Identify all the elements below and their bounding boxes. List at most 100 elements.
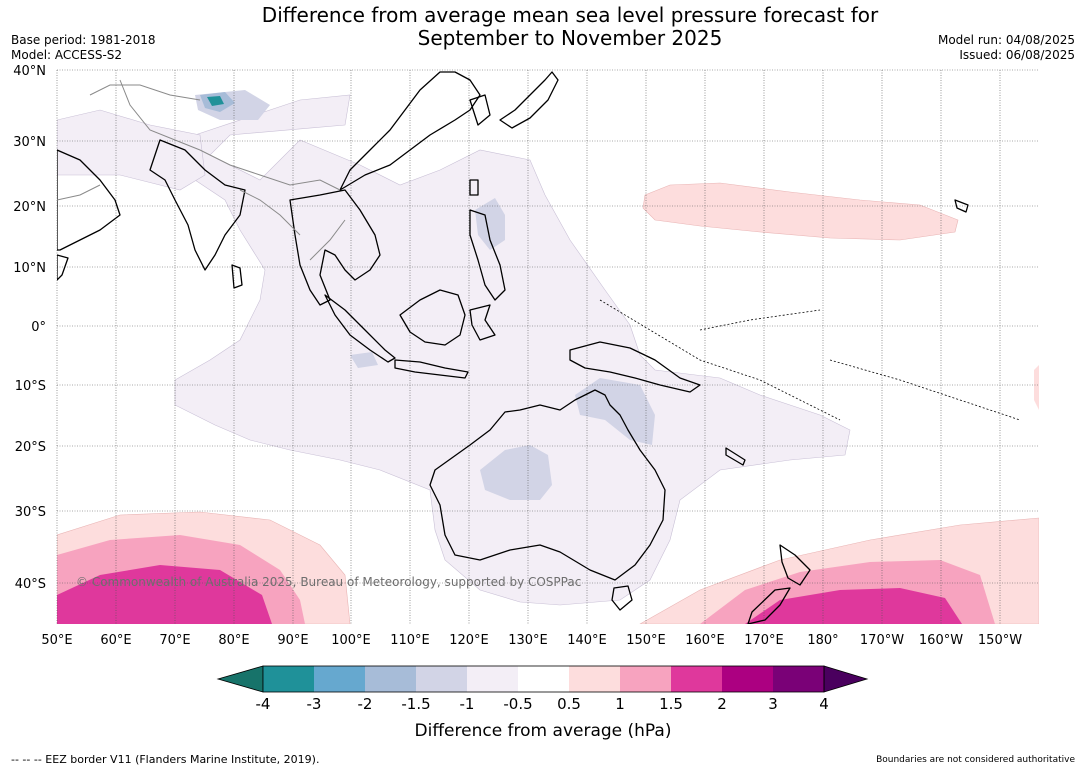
eez-borders	[599, 299, 1021, 421]
colorbar-segment	[620, 666, 671, 692]
colorbar-tick-label: -2	[358, 695, 373, 713]
coast-japan	[499, 71, 559, 129]
lon-label: 110°E	[390, 633, 430, 648]
title-line-1: Difference from average mean sea level p…	[261, 3, 879, 27]
contour-negative-tibet-min	[207, 96, 224, 106]
coast-korea	[469, 94, 491, 126]
lat-label: 10°N	[13, 261, 46, 276]
coast-africa-horn	[57, 254, 69, 281]
coast-sri-lanka	[231, 264, 243, 289]
coast-china	[339, 71, 481, 191]
lat-label: 40°N	[13, 64, 46, 79]
colorbar-segment	[773, 666, 824, 692]
contour-negative-nw	[57, 109, 206, 191]
lon-label: 180°	[807, 633, 838, 648]
issue-info: Model run: 04/08/2025 Issued: 06/08/2025	[938, 33, 1075, 63]
contour-negative-java	[350, 352, 378, 368]
coastlines	[57, 71, 969, 624]
coast-sumatra	[324, 294, 396, 363]
coast-new-zealand-south	[747, 587, 791, 624]
colorbar-tick-label: 0.5	[557, 695, 581, 713]
coast-philippines	[469, 209, 506, 301]
colorbar-segment	[569, 666, 620, 692]
colorbar-extend-low	[216, 665, 264, 693]
coast-new-caledonia	[725, 447, 746, 466]
colorbar-tick-label: -3	[307, 695, 322, 713]
colorbar-segment	[722, 666, 773, 692]
lon-label: 140°E	[567, 633, 607, 648]
lat-label: 10°S	[15, 379, 46, 394]
colorbar-tick-label: 2	[717, 695, 727, 713]
lat-label: 30°S	[15, 505, 46, 520]
eez-legend-note: -- -- -- EEZ border V11 (Flanders Marine…	[11, 753, 320, 766]
pressure-anomaly-contours	[57, 90, 1039, 624]
coast-new-guinea	[569, 341, 701, 393]
lon-label: 100°E	[331, 633, 371, 648]
lon-label: 70°E	[159, 633, 190, 648]
coast-borneo	[399, 289, 466, 346]
lon-label: 150°W	[978, 633, 1022, 648]
colorbar-tick-label: -4	[256, 695, 271, 713]
coast-tasmania	[611, 585, 633, 611]
coast-java	[394, 359, 469, 379]
model-info: Base period: 1981-2018 Model: ACCESS-S2	[11, 33, 156, 63]
colorbar-segment	[314, 666, 365, 692]
coast-taiwan	[469, 179, 479, 196]
coast-arabia	[57, 149, 121, 251]
issued-date: Issued: 06/08/2025	[959, 48, 1075, 62]
lat-label: 40°S	[15, 577, 46, 592]
colorbar-tick-label: 4	[819, 695, 829, 713]
lon-label: 60°E	[100, 633, 131, 648]
latitude-labels: 40°N 30°N 20°N 10°N 0° 10°S 20°S 30°S 40…	[13, 64, 46, 592]
lon-label: 90°E	[277, 633, 308, 648]
contour-positive-south-indian-3	[57, 565, 272, 624]
lon-label: 150°E	[626, 633, 666, 648]
title-line-2: September to November 2025	[417, 26, 723, 50]
colorbar-segment	[365, 666, 416, 692]
contour-positive-east-edge	[1034, 365, 1039, 410]
contour-negative-philippines	[475, 198, 505, 250]
lon-label: 160°E	[685, 633, 725, 648]
lon-label: 80°E	[218, 633, 249, 648]
colorbar-segment	[467, 666, 518, 692]
contour-negative-coral-sea	[575, 378, 655, 445]
graticule	[56, 69, 1039, 624]
contour-positive-south-pacific-3	[745, 588, 962, 624]
country-borders	[57, 79, 346, 261]
lat-label: 30°N	[13, 135, 46, 150]
lat-label: 20°N	[13, 200, 46, 215]
colorbar-title: Difference from average (hPa)	[415, 721, 672, 741]
boundary-disclaimer: Boundaries are not considered authoritat…	[876, 755, 1075, 765]
contour-negative-broad	[119, 94, 851, 606]
coast-india	[149, 139, 246, 271]
lon-label: 130°E	[508, 633, 548, 648]
lon-label: 170°W	[860, 633, 904, 648]
contour-positive-north-pacific	[642, 182, 959, 241]
coast-hawaii	[954, 199, 969, 213]
lat-label: 20°S	[15, 440, 46, 455]
base-period: Base period: 1981-2018	[11, 33, 156, 47]
coast-indochina	[289, 189, 381, 306]
coast-australia	[429, 389, 666, 581]
model-name: Model: ACCESS-S2	[11, 48, 123, 62]
colorbar-segment	[263, 666, 314, 692]
lat-label: 0°	[31, 320, 46, 335]
colorbar-tick-label: 1.5	[659, 695, 683, 713]
lon-label: 170°E	[744, 633, 784, 648]
model-run-date: Model run: 04/08/2025	[937, 33, 1075, 47]
coast-sulawesi	[469, 304, 496, 341]
contour-negative-australia	[480, 445, 552, 500]
colorbar-segment	[671, 666, 722, 692]
map-title: Difference from average mean sea level p…	[200, 4, 940, 50]
colorbar-segment	[416, 666, 467, 692]
colorbar-tick-label: 3	[768, 695, 778, 713]
colorbar-segment	[518, 666, 569, 692]
lon-label: 120°E	[449, 633, 489, 648]
colorbar: -4 -3 -2 -1.5 -1 -0.5 0.5 1 1.5 2 3 4 Di…	[216, 665, 869, 741]
lon-label: 50°E	[41, 633, 72, 648]
coast-new-zealand-north	[779, 544, 811, 586]
colorbar-tick-label: -1.5	[401, 695, 430, 713]
copyright-notice: © Commonwealth of Australia 2025, Bureau…	[76, 575, 581, 589]
lon-label: 160°W	[919, 633, 963, 648]
